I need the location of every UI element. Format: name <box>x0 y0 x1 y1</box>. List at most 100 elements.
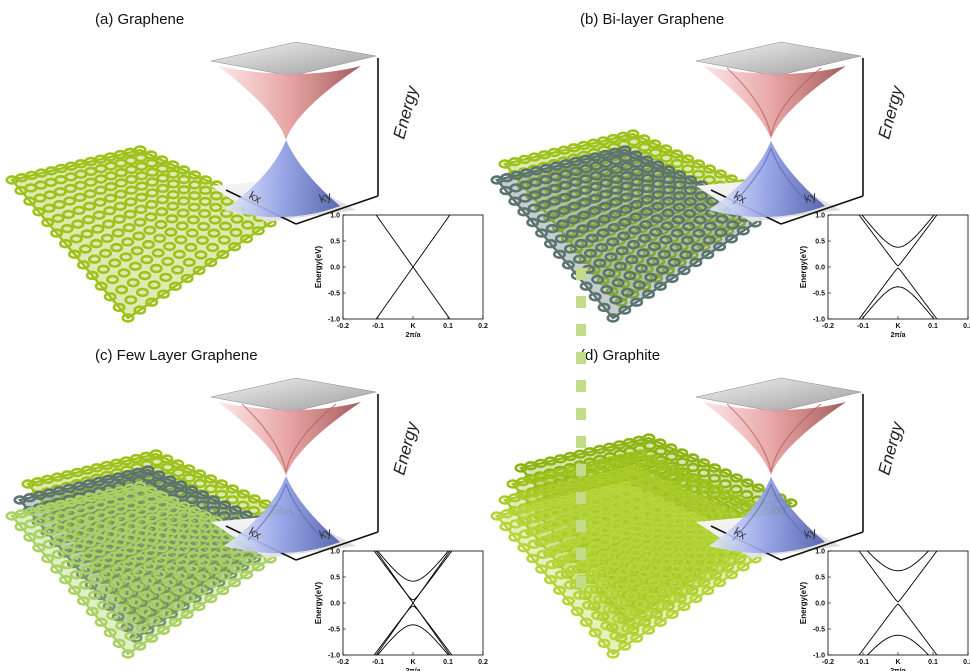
y-tick-label: -0.5 <box>328 291 340 298</box>
x-tick-label: -0.2 <box>822 659 834 666</box>
x-tick-label: 0.2 <box>963 323 970 330</box>
carbon-lattice <box>5 449 305 659</box>
x-tick-label: 0.2 <box>963 659 970 666</box>
kx-axis-label: kx <box>732 188 749 206</box>
dirac-cone-3d: Energy kx ky <box>695 41 908 225</box>
ky-axis-label: ky <box>317 189 333 206</box>
y-axis-label: Energy(eV) <box>799 246 808 289</box>
y-tick-label: 1.0 <box>330 213 340 220</box>
band-structure-plot: -0.2 -0.1 K 0.1 0.2 1.0 0.5 0.0 -0.5 -1.0 2π/a Ener… <box>799 213 970 340</box>
x-tick-label: -0.1 <box>372 659 384 666</box>
x-axis-label: 2π/a <box>890 332 905 339</box>
valence-band-3 <box>377 624 449 655</box>
y-tick-label: -0.5 <box>813 291 825 298</box>
panel-title: (d) Graphite <box>580 347 660 364</box>
ky-axis-label: ky <box>317 525 333 542</box>
y-tick-label: 1.0 <box>815 213 825 220</box>
y-tick-label: -0.5 <box>328 627 340 634</box>
x-tick-label: 0.1 <box>928 659 938 666</box>
y-tick-label: -1.0 <box>328 317 340 324</box>
band-curves <box>375 215 451 319</box>
y-tick-label: 0.0 <box>330 601 340 608</box>
y-tick-label: -1.0 <box>328 653 340 660</box>
y-tick-label: 1.0 <box>330 549 340 556</box>
band-curves <box>858 215 938 319</box>
band-curves <box>858 551 938 655</box>
energy-axis-label: Energy <box>875 419 908 477</box>
plot-frame <box>827 214 969 320</box>
valence-band-2 <box>861 286 935 319</box>
x-tick-label: -0.1 <box>857 659 869 666</box>
x-tick-label: 0.2 <box>478 659 488 666</box>
x-tick-label: 0.1 <box>443 323 453 330</box>
panel-d: (d) Graphite Energy kx ky -0.2 -0.1 K 0.1 0.2 1.0… <box>490 268 970 671</box>
x-tick-label: K <box>410 323 415 330</box>
y-tick-label: -1.0 <box>813 317 825 324</box>
energy-axis-label: Energy <box>390 419 423 477</box>
carbon-lattice <box>5 145 289 323</box>
x-tick-label: 0.1 <box>928 323 938 330</box>
y-tick-label: 0.0 <box>815 265 825 272</box>
carbon-lattice <box>490 129 782 323</box>
kx-axis-label: kx <box>247 524 264 542</box>
valence-band-2 <box>866 634 930 655</box>
y-tick-label: 0.0 <box>330 265 340 272</box>
lattice-layer <box>5 145 289 323</box>
x-tick-label: 0.2 <box>478 323 488 330</box>
x-tick-label: 0.1 <box>443 659 453 666</box>
valence-band-2 <box>373 605 453 655</box>
y-tick-label: -1.0 <box>813 653 825 660</box>
x-tick-label: -0.1 <box>857 323 869 330</box>
y-tick-label: 0.5 <box>330 575 340 582</box>
ky-axis-label: ky <box>802 525 818 542</box>
lattice-layer <box>490 145 774 323</box>
x-tick-label: K <box>895 323 900 330</box>
x-axis-label: 2π/a <box>405 332 420 339</box>
conduction-band-2 <box>861 215 935 248</box>
energy-axis-label: Energy <box>875 83 908 141</box>
y-tick-label: 0.5 <box>330 239 340 246</box>
y-tick-label: -0.5 <box>813 627 825 634</box>
x-tick-label: K <box>895 659 900 666</box>
conduction-band-3 <box>377 551 449 582</box>
dirac-cone-3d: Energy kx ky <box>210 377 423 561</box>
x-tick-label: -0.2 <box>822 323 834 330</box>
plot-frame <box>827 550 969 656</box>
lattice-layer <box>490 481 774 659</box>
valence-band-1 <box>858 603 938 655</box>
x-tick-label: -0.2 <box>337 659 349 666</box>
x-axis-label: 2π/a <box>405 668 420 671</box>
dirac-cone-3d: Energy kx ky <box>210 41 423 225</box>
valence-band-1 <box>375 602 451 655</box>
conduction-band-1 <box>858 215 938 267</box>
y-axis-label: Energy(eV) <box>314 246 323 289</box>
valence-band-1 <box>375 266 451 319</box>
band-structure-plot: -0.2 -0.1 K 0.1 0.2 1.0 0.5 0.0 -0.5 -1.0 2π/α Ener… <box>799 549 970 671</box>
ky-axis-label: ky <box>802 189 818 206</box>
band-curves <box>373 551 453 655</box>
panel-title: (a) Graphene <box>95 11 184 28</box>
conduction-band-2 <box>373 551 453 601</box>
panel-c: (c) Few Layer Graphene Energy kx ky -0.2 -0.1… <box>5 347 488 671</box>
y-axis-label: Energy(eV) <box>314 582 323 625</box>
valence-band-1 <box>858 267 938 319</box>
x-tick-label: K <box>410 659 415 666</box>
conduction-band-1 <box>858 551 938 603</box>
panel-a: (a) Graphene Energy kx ky -0.2 -0.1 K 0.1 0.2 1.0… <box>5 11 488 340</box>
band-structure-plot: -0.2 -0.1 K 0.1 0.2 1.0 0.5 0.0 -0.5 -1.0 2π/a Ener… <box>314 213 488 340</box>
layer-spacing-marker <box>576 268 586 588</box>
panel-title: (b) Bi-layer Graphene <box>580 11 724 28</box>
y-tick-label: 0.5 <box>815 575 825 582</box>
band-structure-plot: -0.2 -0.1 K 0.1 0.2 1.0 0.5 0.0 -0.5 -1.0 2π/a Ener… <box>314 549 488 671</box>
energy-axis-label: Energy <box>390 83 423 141</box>
kx-axis-label: kx <box>247 188 264 206</box>
y-tick-label: 0.5 <box>815 239 825 246</box>
y-tick-label: 1.0 <box>815 549 825 556</box>
y-axis-label: Energy(eV) <box>799 582 808 625</box>
x-tick-label: -0.1 <box>372 323 384 330</box>
panel-title: (c) Few Layer Graphene <box>95 347 258 364</box>
conduction-band-2 <box>866 551 930 572</box>
kx-axis-label: kx <box>732 524 749 542</box>
x-axis-label: 2π/α <box>890 668 906 671</box>
